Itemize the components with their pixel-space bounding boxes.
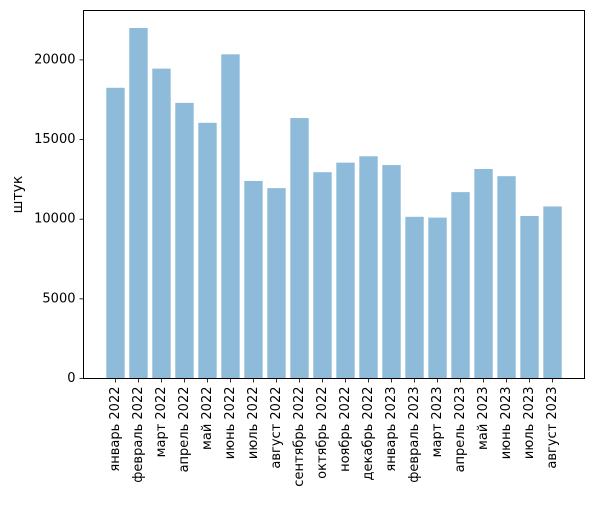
plot-frame <box>83 10 585 379</box>
x-tick-label: ноябрь 2022 <box>338 387 353 472</box>
x-tick-label: июнь 2023 <box>499 387 514 460</box>
x-tick-label: апрель 2022 <box>177 387 192 473</box>
x-tick-label: май 2022 <box>200 387 215 450</box>
y-axis-label: штук <box>10 176 26 214</box>
bar <box>520 216 539 379</box>
bar <box>474 169 493 379</box>
bar <box>221 54 240 379</box>
x-tick-label: июль 2023 <box>522 387 537 460</box>
x-tick-label: июнь 2022 <box>223 387 238 460</box>
bar <box>152 68 171 379</box>
y-tick-label: 10000 <box>34 212 75 227</box>
bar <box>543 206 562 379</box>
bar <box>336 162 355 379</box>
x-tick-label: август 2022 <box>269 387 284 469</box>
bar <box>129 28 148 379</box>
y-tick-label: 0 <box>67 371 75 386</box>
bar <box>428 217 447 379</box>
bar <box>405 216 424 379</box>
x-axis: январь 2022 февраль 2022 март 2022 апрель 2… <box>108 378 560 487</box>
bar <box>267 188 286 379</box>
bar <box>382 165 401 379</box>
x-tick-label: февраль 2022 <box>131 387 146 483</box>
bar <box>497 176 516 379</box>
x-tick-label: январь 2022 <box>108 387 123 472</box>
x-tick-label: январь 2023 <box>384 387 399 472</box>
x-tick-label: март 2023 <box>430 387 445 458</box>
bar <box>175 102 194 379</box>
bars-group <box>106 28 562 379</box>
bar <box>244 180 263 379</box>
bar <box>313 172 332 379</box>
x-tick-label: апрель 2023 <box>453 387 468 473</box>
x-tick-label: март 2022 <box>154 387 169 458</box>
bar <box>106 87 125 379</box>
y-tick-label: 15000 <box>34 132 75 147</box>
x-tick-label: декабрь 2022 <box>361 387 376 481</box>
x-tick-label: май 2023 <box>476 387 491 450</box>
x-tick-label: июль 2022 <box>246 387 261 460</box>
y-axis: 0 5000 10000 15000 20000 <box>34 52 84 386</box>
x-tick-label: сентябрь 2022 <box>292 387 307 487</box>
bar <box>290 118 309 379</box>
bar <box>451 192 470 379</box>
y-tick-label: 20000 <box>34 52 75 67</box>
x-tick-label: февраль 2023 <box>407 387 422 483</box>
y-tick-label: 5000 <box>42 291 75 306</box>
x-tick-label: октябрь 2022 <box>315 387 330 479</box>
bar <box>198 122 217 379</box>
x-tick-label: август 2023 <box>545 387 560 469</box>
bar <box>359 156 378 379</box>
